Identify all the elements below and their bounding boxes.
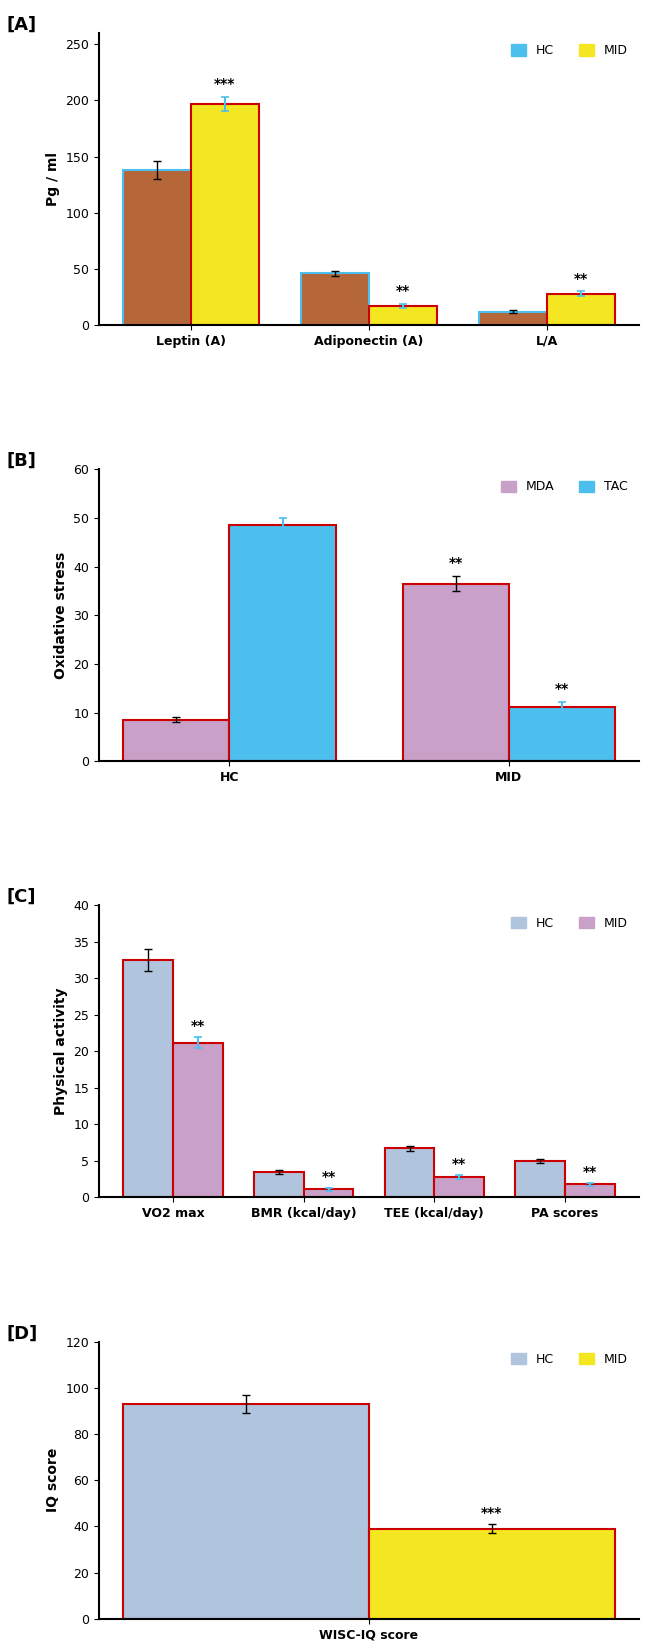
Bar — [123, 720, 229, 762]
Bar — [547, 294, 615, 325]
Text: **: ** — [448, 557, 463, 570]
Text: **: ** — [554, 682, 569, 695]
Bar — [434, 1176, 484, 1198]
Text: [D]: [D] — [7, 1325, 38, 1343]
Legend: HC, MID: HC, MID — [506, 912, 633, 935]
Bar — [369, 306, 437, 325]
Bar — [385, 1148, 434, 1198]
Legend: HC, MID: HC, MID — [506, 40, 633, 63]
Bar — [509, 707, 615, 762]
Bar — [479, 312, 547, 325]
Text: **: ** — [583, 1165, 597, 1180]
Text: **: ** — [396, 284, 410, 297]
Bar — [515, 1161, 565, 1198]
Y-axis label: IQ score: IQ score — [45, 1449, 60, 1513]
Bar — [191, 104, 259, 325]
Bar — [301, 273, 369, 325]
Text: ***: *** — [214, 78, 235, 91]
Bar — [254, 1171, 304, 1198]
Bar — [173, 1042, 223, 1198]
Y-axis label: Physical activity: Physical activity — [53, 988, 68, 1115]
Y-axis label: Pg / ml: Pg / ml — [45, 152, 60, 206]
Text: **: ** — [190, 1019, 205, 1032]
Text: **: ** — [322, 1170, 335, 1184]
Bar — [565, 1184, 615, 1198]
Legend: MDA, TAC: MDA, TAC — [496, 476, 633, 499]
Text: **: ** — [574, 271, 588, 286]
Text: ***: *** — [481, 1505, 503, 1520]
Text: [B]: [B] — [7, 451, 37, 469]
Bar — [403, 583, 509, 762]
Bar — [229, 525, 335, 762]
Text: **: ** — [452, 1156, 467, 1171]
Y-axis label: Oxidative stress: Oxidative stress — [53, 552, 68, 679]
Text: [C]: [C] — [7, 887, 36, 905]
Bar — [304, 1189, 353, 1198]
Bar — [123, 170, 191, 325]
Bar — [123, 1404, 369, 1619]
Bar — [369, 1528, 615, 1619]
Text: [A]: [A] — [7, 15, 37, 33]
Legend: HC, MID: HC, MID — [506, 1348, 633, 1371]
Bar — [123, 960, 173, 1198]
